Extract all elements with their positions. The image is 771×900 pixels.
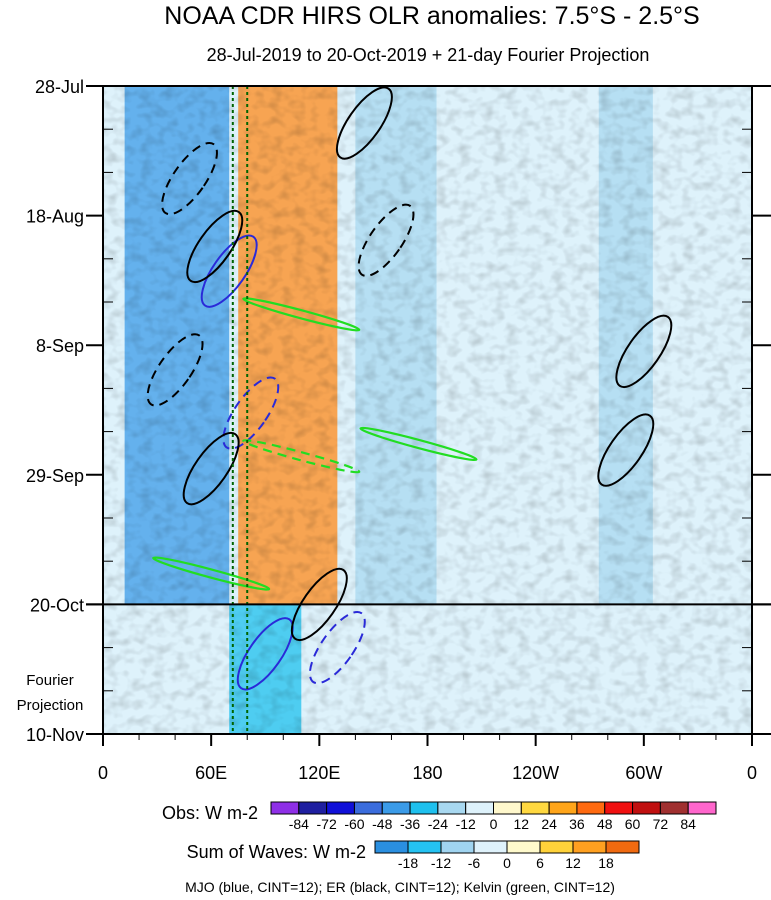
x-tick-label-6: 0 xyxy=(747,763,757,783)
x-tick-label-4: 120W xyxy=(512,763,559,783)
obs-colorbar-level-13: 72 xyxy=(653,816,669,832)
obs-colorbar-level-12: 60 xyxy=(625,816,641,832)
er-contour-6 xyxy=(597,413,655,487)
reference-lines xyxy=(231,86,249,734)
waves-colorbar-level-0: -18 xyxy=(398,855,418,871)
waves-colorbar-level-2: -6 xyxy=(468,855,481,871)
chart-subtitle: 28-Jul-2019 to 20-Oct-2019 + 21-day Four… xyxy=(207,45,650,65)
y-tick-label-4: 20-Oct xyxy=(30,595,84,615)
waves-colorbar-level-1: -12 xyxy=(431,855,451,871)
x-tick-label-0: 0 xyxy=(98,763,108,783)
waves-colorbar-swatch-4 xyxy=(506,840,541,854)
x-axis: 0 60E 120E 180 120W 60W 0 xyxy=(98,734,757,783)
x-tick-label-2: 120E xyxy=(298,763,340,783)
x-tick-label-3: 180 xyxy=(412,763,442,783)
obs-colorbar-level-1: -72 xyxy=(317,816,337,832)
waves-colorbar-level-3: 0 xyxy=(503,855,511,871)
waves-colorbar-title: Sum of Waves: W m-2 xyxy=(187,842,366,862)
obs-colorbar-title: Obs: W m-2 xyxy=(162,803,258,823)
y-tick-label-1: 18-Aug xyxy=(26,207,84,227)
heatmap-texture xyxy=(103,86,752,734)
er-contour-4 xyxy=(182,432,240,506)
waves-colorbar-level-5: 12 xyxy=(565,855,581,871)
obs-colorbar-level-0: -84 xyxy=(289,816,309,832)
obs-colorbar-level-10: 36 xyxy=(569,816,585,832)
heatmap-field xyxy=(103,86,752,734)
er-contour-1 xyxy=(186,209,244,284)
obs-colorbar-swatch-13 xyxy=(632,801,661,815)
y-tick-label-0: 28-Jul xyxy=(35,77,84,97)
wave-legend: MJO (blue, CINT=12); ER (black, CINT=12)… xyxy=(185,879,615,895)
er-contour-2 xyxy=(335,86,393,160)
kelvin-contour-3 xyxy=(152,556,271,591)
mjo-contour-3 xyxy=(308,610,366,685)
obs-colorbar-swatch-7 xyxy=(465,801,494,815)
obs-colorbar-level-5: -24 xyxy=(428,816,448,832)
obs-colorbar: -84 -72 -60 -48 -36 -24 -12 0 12 24 36 48 60 72 84 xyxy=(270,801,717,832)
kelvin-contour-0 xyxy=(242,297,361,332)
er-contour-7 xyxy=(615,314,673,388)
waves-colorbar-level-4: 6 xyxy=(536,855,544,871)
x-tick-label-5: 60W xyxy=(625,763,662,783)
er-contour-5 xyxy=(146,333,204,407)
obs-colorbar-swatch-11 xyxy=(576,801,606,815)
waves-colorbar-swatch-2 xyxy=(440,840,475,854)
obs-colorbar-swatch-6 xyxy=(437,801,467,815)
chart-title: NOAA CDR HIRS OLR anomalies: 7.5°S - 2.5… xyxy=(164,2,699,30)
x-tick-label-1: 60E xyxy=(195,763,227,783)
obs-colorbar-swatch-15 xyxy=(687,801,717,815)
obs-colorbar-level-14: 84 xyxy=(680,816,696,832)
obs-colorbar-level-8: 12 xyxy=(514,816,530,832)
kelvin-contour-1 xyxy=(359,426,478,462)
obs-colorbar-level-6: -12 xyxy=(456,816,476,832)
obs-colorbar-swatch-2 xyxy=(326,801,355,815)
waves-colorbar-level-6: 18 xyxy=(598,855,614,871)
obs-colorbar-swatch-1 xyxy=(298,801,328,815)
waves-colorbar-swatch-7 xyxy=(605,840,640,854)
obs-colorbar-level-3: -48 xyxy=(372,816,392,832)
mjo-contour-2 xyxy=(236,617,294,691)
obs-colorbar-level-7: 0 xyxy=(490,816,498,832)
waves-colorbar-swatch-1 xyxy=(407,840,442,854)
obs-colorbar-level-4: -36 xyxy=(400,816,420,832)
y-tick-label-3: 29-Sep xyxy=(26,466,84,486)
y-axis: 28-Jul 18-Aug 8-Sep 29-Sep 20-Oct 10-Nov xyxy=(26,77,771,745)
obs-colorbar-swatch-5 xyxy=(409,801,439,815)
obs-colorbar-swatch-14 xyxy=(659,801,689,815)
y-tick-label-2: 8-Sep xyxy=(36,336,84,356)
er-contour-3 xyxy=(357,203,415,277)
er-contour-8 xyxy=(290,567,348,642)
obs-colorbar-swatch-9 xyxy=(520,801,550,815)
mjo-contour-0 xyxy=(200,234,258,308)
obs-colorbar-level-9: 24 xyxy=(541,816,557,832)
obs-colorbar-swatch-4 xyxy=(381,801,411,815)
waves-colorbar-swatch-6 xyxy=(572,840,607,854)
obs-colorbar-swatch-10 xyxy=(548,801,578,815)
obs-colorbar-level-2: -60 xyxy=(344,816,364,832)
obs-colorbar-swatch-3 xyxy=(353,801,383,815)
obs-colorbar-swatch-12 xyxy=(604,801,634,815)
obs-colorbar-swatch-0 xyxy=(270,801,300,815)
obs-colorbar-swatch-8 xyxy=(493,801,522,815)
er-contour-0 xyxy=(161,141,218,216)
mjo-contour-1 xyxy=(222,376,280,450)
waves-colorbar-swatch-0 xyxy=(374,840,409,854)
obs-colorbar-level-11: 48 xyxy=(597,816,613,832)
waves-colorbar: -18 -12 -6 0 6 12 18 xyxy=(374,840,640,871)
waves-colorbar-swatch-5 xyxy=(539,840,574,854)
wave-contours xyxy=(146,86,673,691)
waves-colorbar-swatch-3 xyxy=(473,840,508,854)
projection-label-line2: Projection xyxy=(17,697,84,714)
projection-label-line1: Fourier xyxy=(26,672,74,689)
kelvin-contour-2 xyxy=(242,439,361,474)
y-tick-label-5: 10-Nov xyxy=(26,725,84,745)
